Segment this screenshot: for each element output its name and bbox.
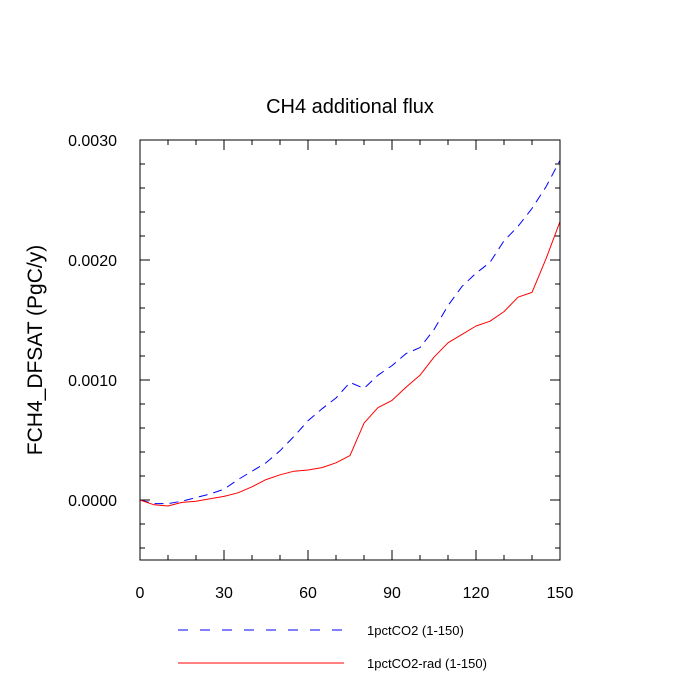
- x-tick-label: 60: [299, 585, 317, 602]
- legend-label-2: 1pctCO2-rad (1-150): [367, 656, 487, 671]
- x-tick-label: 150: [547, 585, 574, 602]
- legend: 1pctCO2 (1-150) 1pctCO2-rad (1-150): [178, 623, 487, 671]
- minor-ticks: [139, 139, 561, 560]
- y-axis-label: FCH4_DFSAT (PgC/y): [24, 245, 47, 455]
- x-tick-label: 30: [215, 585, 233, 602]
- plot-frame: [139, 139, 561, 561]
- y-tick-label: 0.0030: [68, 133, 117, 150]
- major-ticks: [139, 139, 561, 560]
- x-tick-label: 0: [136, 585, 145, 602]
- y-tick-label: 0.0020: [68, 253, 117, 270]
- x-tick-label: 90: [383, 585, 401, 602]
- y-tick-label: 0.0000: [68, 493, 117, 510]
- series-lines: [139, 160, 561, 507]
- series-line-2: [139, 221, 561, 507]
- series-line-1: [139, 160, 561, 505]
- tick-labels: 0 30 60 90 120 150 0.0000 0.0010 0.0020 0.0030: [68, 133, 573, 602]
- legend-label-1: 1pctCO2 (1-150): [367, 623, 464, 638]
- x-tick-label: 120: [463, 585, 490, 602]
- chart-title: CH4 additional flux: [266, 96, 434, 118]
- y-tick-label: 0.0010: [68, 373, 117, 390]
